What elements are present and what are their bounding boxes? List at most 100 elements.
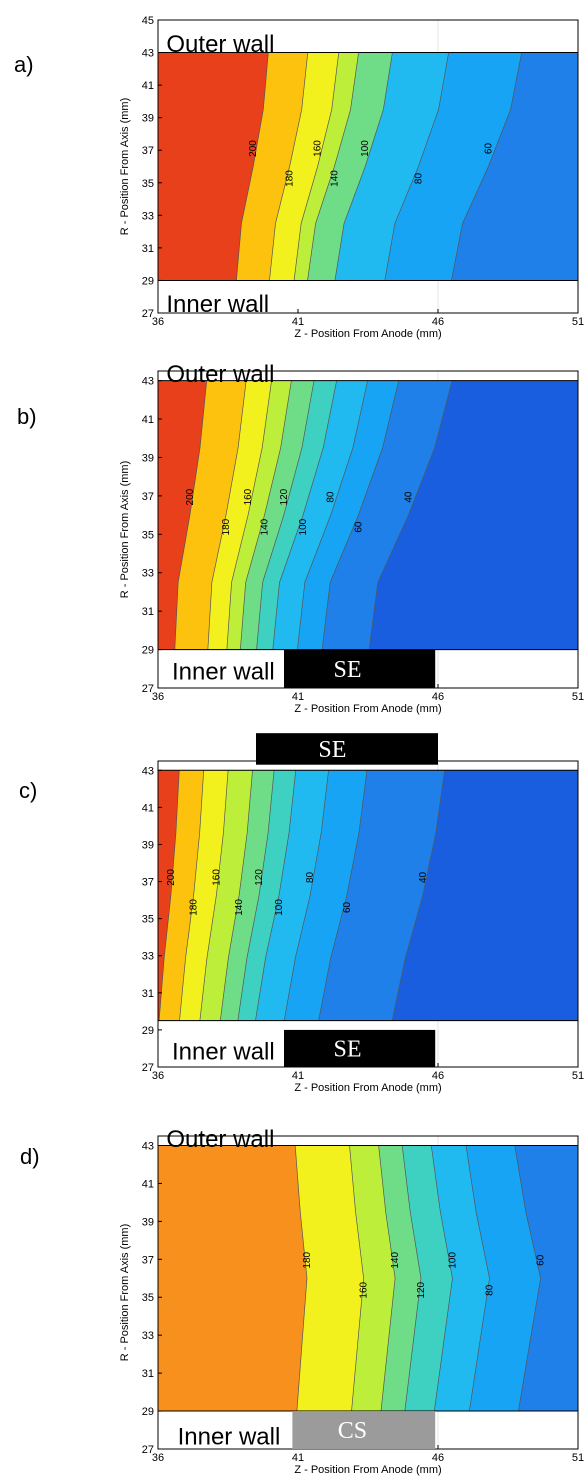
contour-label: 80 (485, 1284, 496, 1296)
y-tick-label: 39 (142, 113, 154, 125)
contour-label: 160 (211, 869, 222, 886)
y-tick-label: 29 (142, 1025, 154, 1037)
contour-panel-b: 200 180 160 140 120 100 80 60 40 27 29 31 33 35 37 39 41… (119, 361, 584, 715)
contour-label: 160 (243, 488, 254, 505)
contour-label: 60 (353, 521, 364, 533)
contour-label: 120 (279, 488, 290, 505)
panel-letter-d: d) (20, 1144, 40, 1169)
y-tick-label: 37 (142, 145, 154, 157)
contour-label: 100 (298, 518, 309, 535)
y-axis-label: R - Position From Axis (mm) (119, 461, 131, 599)
contour-label: 40 (418, 871, 429, 883)
y-tick-label: 35 (142, 1292, 154, 1304)
y-tick-label: 27 (142, 683, 154, 695)
outer-wall-region (158, 20, 578, 53)
contour-label: 100 (447, 1251, 458, 1268)
se-box (284, 1029, 436, 1067)
contour-label: 200 (185, 488, 196, 505)
x-tick-label: 41 (292, 691, 304, 703)
contour-label: 80 (413, 173, 424, 185)
panel-letter-b: b) (17, 404, 37, 429)
y-tick-label: 27 (142, 308, 154, 320)
contour-label: 140 (390, 1251, 401, 1268)
x-tick-label: 51 (572, 316, 584, 328)
contour-label: 100 (360, 140, 371, 157)
outer-wall-label: Outer wall (166, 31, 274, 58)
se-label: SE (318, 737, 346, 763)
contour-label: 100 (274, 899, 285, 916)
y-tick-label: 27 (142, 1062, 154, 1074)
inner-wall-label: Inner wall (172, 659, 275, 686)
x-axis-label: Z - Position From Anode (mm) (294, 1082, 441, 1094)
se-box (284, 649, 436, 688)
cs-box (292, 1411, 436, 1449)
contour-label: 180 (285, 170, 296, 187)
x-tick-label: 51 (572, 691, 584, 703)
se-label: SE (333, 1036, 361, 1062)
x-tick-label: 46 (432, 1452, 444, 1464)
contour-panel-a: 200 180 160 140 100 80 60 27 29 31 33 35 37 39 41 43 45 3… (119, 15, 584, 340)
contour-label: 120 (416, 1281, 427, 1298)
se-box (256, 733, 438, 765)
outer-wall-label: Outer wall (166, 361, 274, 388)
y-tick-label: 43 (142, 1140, 154, 1152)
y-tick-label: 33 (142, 210, 154, 222)
contour-panel-c: 200 180 160 140 120 100 80 60 40 27 29 31 33 35 37 39 41… (142, 733, 584, 1094)
contour-label: 60 (342, 901, 353, 913)
x-axis-label: Z - Position From Anode (mm) (294, 703, 441, 715)
y-tick-label: 31 (142, 606, 154, 618)
y-tick-label: 33 (142, 951, 154, 963)
y-tick-label: 33 (142, 568, 154, 580)
y-tick-label: 35 (142, 178, 154, 190)
panel-letter-c: c) (19, 778, 38, 803)
contour-label: 40 (403, 491, 414, 503)
y-tick-label: 43 (142, 48, 154, 60)
contour-label: 140 (329, 170, 340, 187)
y-tick-label: 41 (142, 80, 154, 92)
contour-label: 80 (305, 871, 316, 883)
contour-label: 120 (254, 869, 265, 886)
y-tick-label: 37 (142, 491, 154, 503)
y-tick-label: 31 (142, 1368, 154, 1380)
y-tick-label: 43 (142, 376, 154, 388)
outer-wall-region (158, 1136, 578, 1146)
x-tick-label: 46 (432, 316, 444, 328)
plot-frame (157, 19, 579, 314)
y-tick-label: 39 (142, 1216, 154, 1228)
y-tick-label: 37 (142, 877, 154, 889)
y-tick-label: 45 (142, 15, 154, 27)
outer-wall-region (158, 371, 578, 381)
x-tick-label: 51 (572, 1452, 584, 1464)
inner-wall-label: Inner wall (166, 291, 269, 318)
y-tick-label: 39 (142, 839, 154, 851)
y-tick-label: 35 (142, 914, 154, 926)
x-tick-label: 36 (152, 691, 164, 703)
x-tick-label: 36 (152, 1070, 164, 1082)
y-tick-label: 33 (142, 1330, 154, 1342)
y-tick-label: 27 (142, 1444, 154, 1456)
inner-wall-label: Inner wall (172, 1038, 275, 1065)
x-axis-label: Z - Position From Anode (mm) (294, 328, 441, 340)
contour-label: 60 (536, 1254, 547, 1266)
inner-wall-label: Inner wall (178, 1424, 281, 1451)
y-tick-label: 41 (142, 414, 154, 426)
y-tick-label: 29 (142, 275, 154, 287)
contour-label: 200 (166, 869, 177, 886)
x-axis-label: Z - Position From Anode (mm) (294, 1464, 441, 1476)
y-axis-label: R - Position From Axis (mm) (119, 1224, 131, 1362)
y-tick-label: 41 (142, 1178, 154, 1190)
y-tick-label: 39 (142, 452, 154, 464)
y-tick-label: 37 (142, 1254, 154, 1266)
y-tick-label: 41 (142, 802, 154, 814)
y-tick-label: 29 (142, 645, 154, 657)
x-tick-label: 46 (432, 1070, 444, 1082)
cs-label: CS (338, 1418, 367, 1444)
contour-label: 180 (189, 899, 200, 916)
inner-wall-region (158, 280, 578, 313)
se-label: SE (333, 657, 361, 683)
contour-label: 60 (483, 143, 494, 155)
contour-label: 80 (326, 491, 337, 503)
contour-label: 160 (359, 1281, 370, 1298)
contour-label: 180 (302, 1251, 313, 1268)
